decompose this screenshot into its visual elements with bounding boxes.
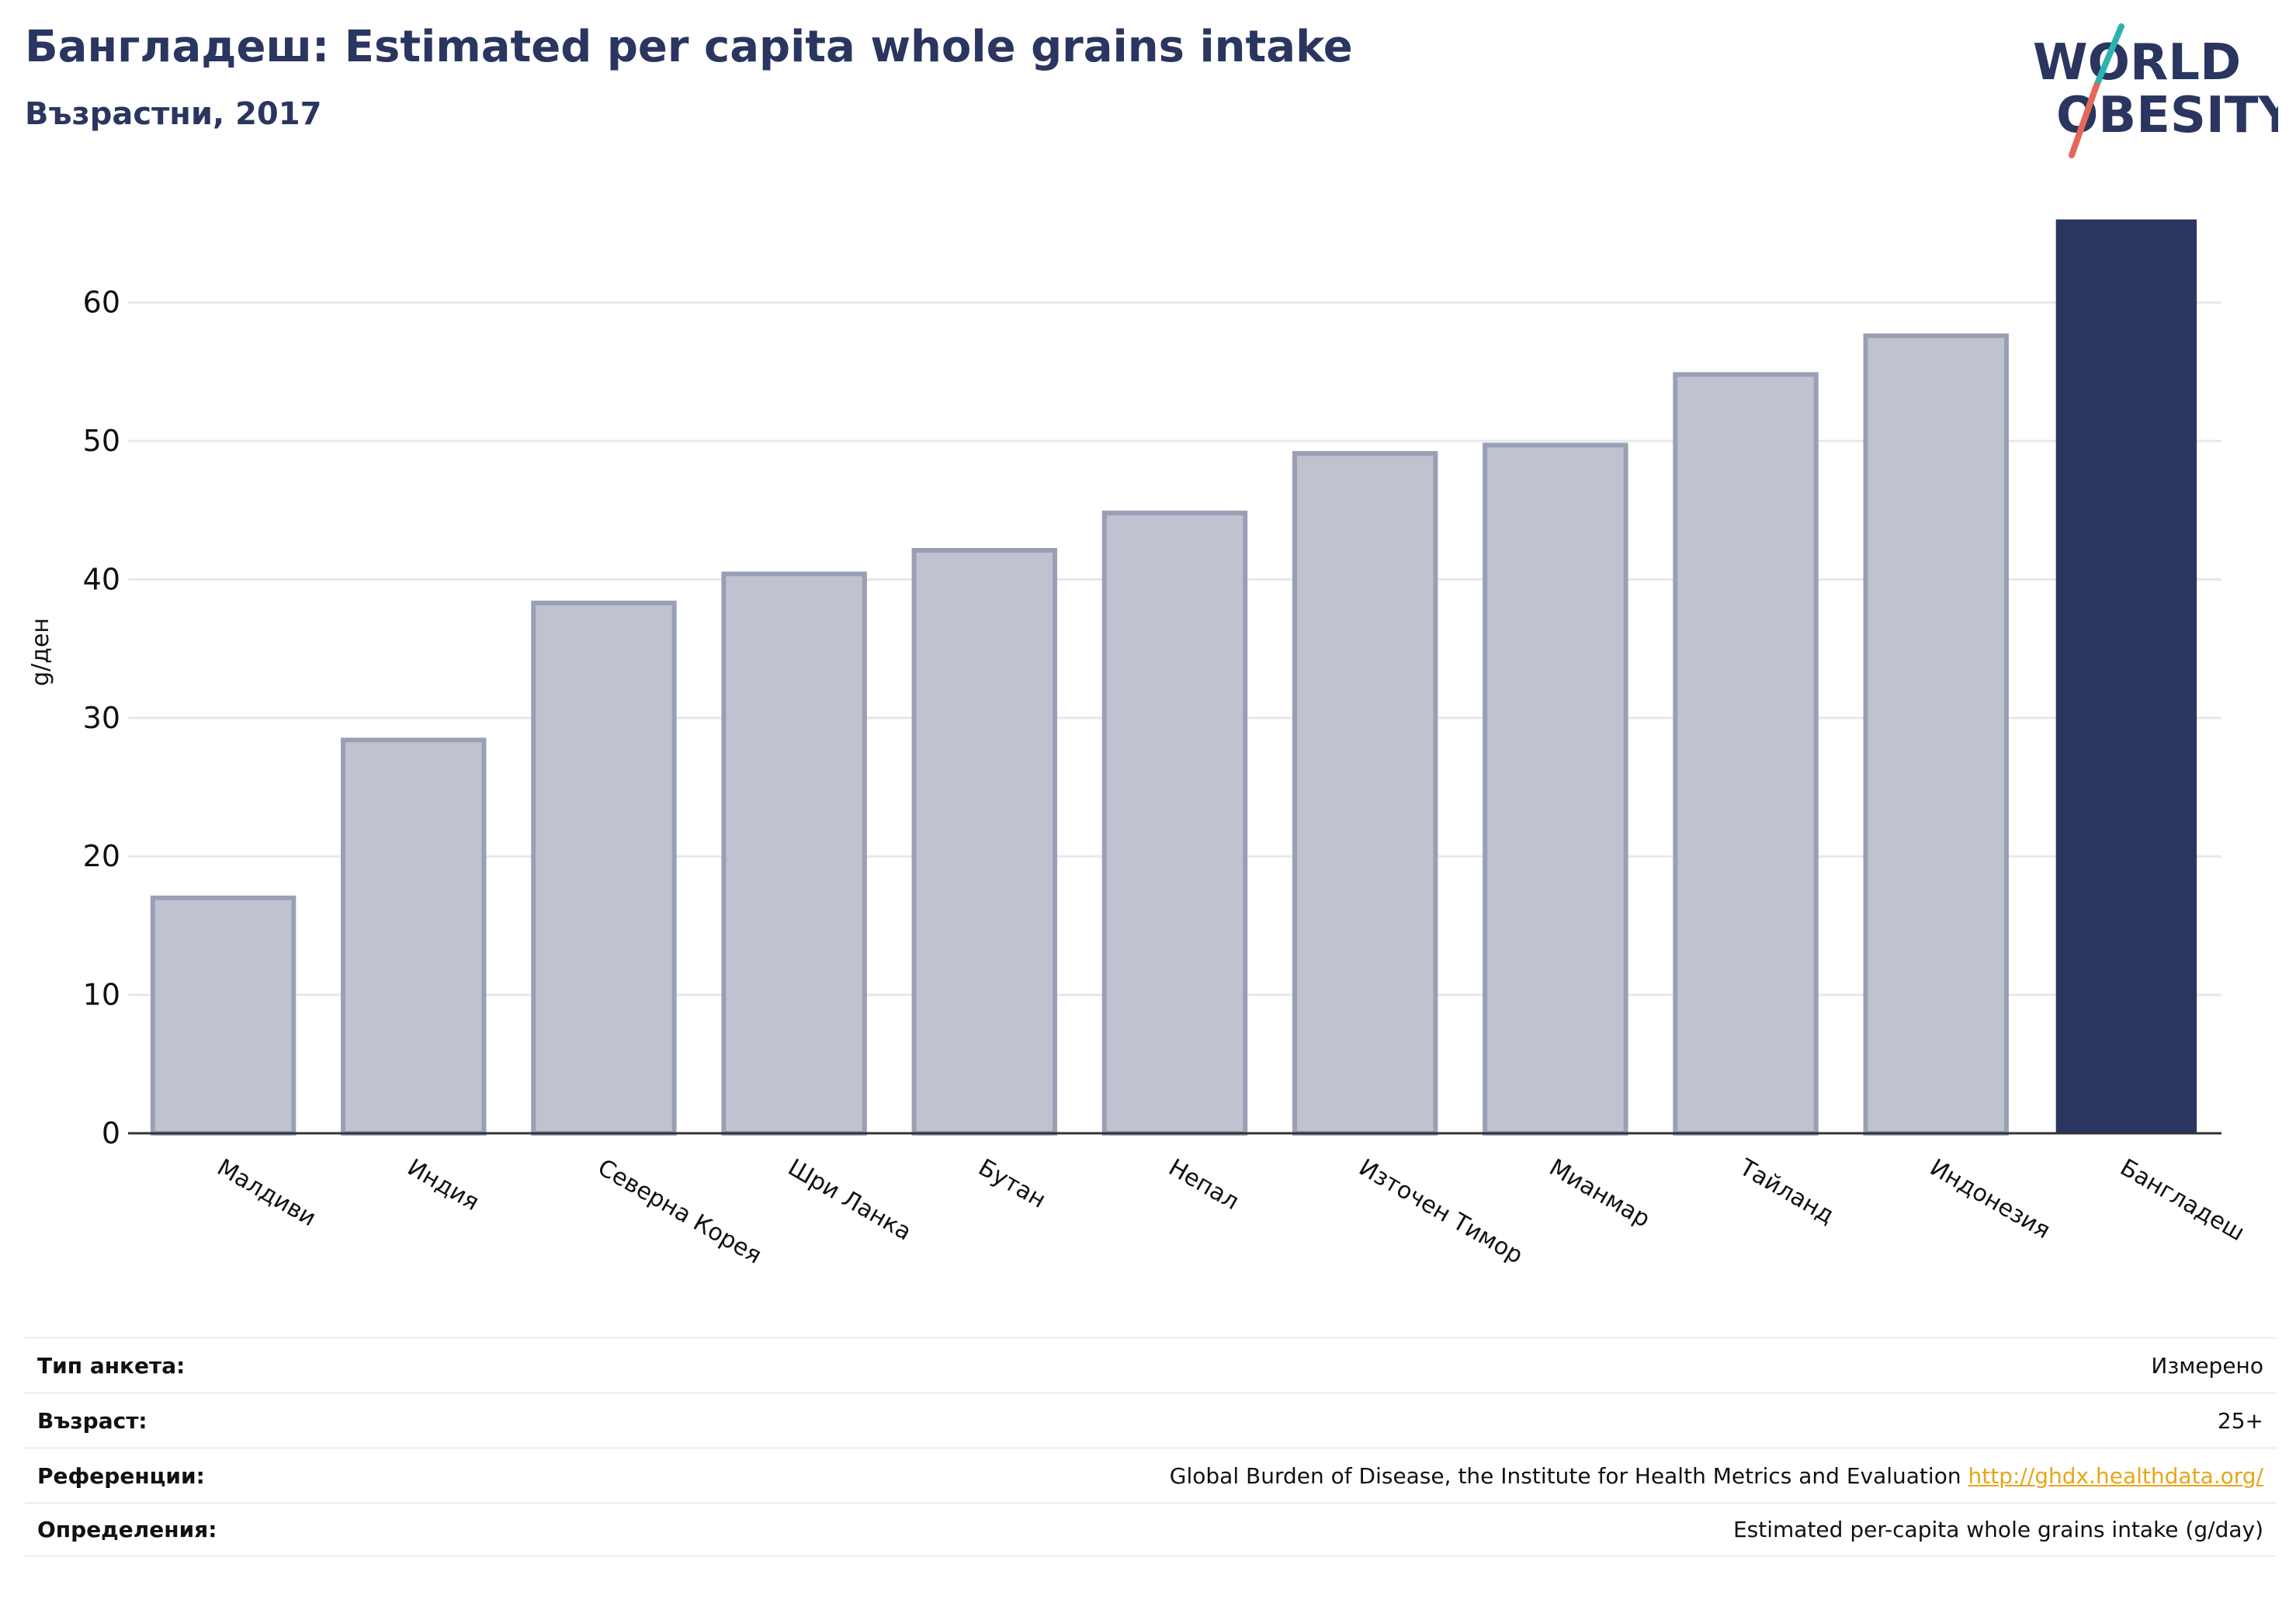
info-value: 25+ (2218, 1408, 2263, 1434)
info-row: Възраст: 25+ (25, 1392, 2276, 1447)
info-value: Estimated per-capita whole grains intake… (1733, 1517, 2263, 1542)
bar-8 (1483, 442, 1628, 1136)
y-axis-ticks: 0 10 20 30 40 50 60 (83, 286, 120, 1150)
bar-11 (2055, 219, 2197, 1133)
x-tick-label: Източен Тимор (1354, 1154, 1528, 1270)
world-obesity-logo: WORLD OBESITY (2033, 23, 2278, 158)
x-axis-labels: Малдиви Индия Северна Корея Шри Ланка Бутан Н… (213, 1153, 2249, 1270)
info-value-text: Global Burden of Disease, the Institute … (1169, 1462, 1961, 1489)
info-value: Global Burden of Disease, the Institute … (1170, 1463, 2263, 1489)
y-tick-label: 30 (83, 701, 120, 735)
y-axis-label: g/ден (27, 618, 54, 686)
x-tick-label: Тайланд (1734, 1153, 1839, 1230)
y-tick-label: 20 (83, 839, 120, 873)
x-tick-label: Индия (403, 1154, 484, 1216)
bars (150, 219, 2197, 1136)
bar-2 (341, 737, 487, 1136)
x-tick-label: Бутан (973, 1154, 1050, 1214)
reference-link[interactable]: http://ghdx.healthdata.org/ (1968, 1462, 2263, 1489)
bar-10 (1863, 333, 2009, 1136)
x-tick-label: Малдиви (213, 1154, 321, 1233)
info-label: Възраст: (37, 1407, 147, 1434)
bar-1 (150, 895, 297, 1136)
x-tick-label: Шри Ланка (783, 1154, 916, 1247)
info-label: Тип анкета: (37, 1352, 186, 1379)
info-row: Определения: Estimated per-capita whole g… (25, 1502, 2276, 1557)
info-value-text: Estimated per-capita whole grains intake… (1732, 1517, 2263, 1542)
info-value: Измерено (2151, 1353, 2263, 1379)
chart-title: Бангладеш: Estimated per capita whole gr… (25, 22, 1353, 72)
y-tick-label: 60 (83, 286, 120, 320)
bar-9 (1673, 372, 1819, 1136)
logo-slash-bottom (2069, 82, 2100, 158)
y-tick-label: 40 (83, 562, 120, 596)
info-table: Тип анкета: Измерено Възраст: 25+ Референции… (25, 1337, 2276, 1557)
logo-line-1: WORLD (2033, 34, 2241, 92)
bar-chart: 0 10 20 30 40 50 60 Малдиви Индия Северна Корея Ш… (27, 219, 2249, 1270)
bar-3 (531, 600, 677, 1136)
info-label: Референции: (37, 1462, 205, 1489)
y-tick-label: 0 (102, 1116, 120, 1150)
info-row: Референции: Global Burden of Disease, the… (25, 1447, 2276, 1502)
x-tick-label: Мианмар (1545, 1154, 1655, 1233)
logo-slash-top (2093, 23, 2124, 88)
info-label: Определения: (37, 1517, 217, 1542)
info-value-text: Измерено (2151, 1352, 2263, 1379)
info-row: Тип анкета: Измерено (25, 1337, 2276, 1392)
bar-6 (1101, 510, 1248, 1136)
x-tick-label: Бангладеш (2115, 1154, 2249, 1247)
x-tick-label: Северна Корея (593, 1154, 766, 1270)
y-tick-label: 10 (83, 978, 120, 1012)
x-tick-label: Индонезия (1925, 1154, 2055, 1245)
bar-4 (721, 571, 867, 1136)
y-tick-label: 50 (83, 424, 120, 458)
info-value-text: 25+ (2217, 1407, 2263, 1434)
chart-subtitle: Възрастни, 2017 (25, 96, 322, 132)
x-tick-label: Непал (1164, 1154, 1244, 1216)
bar-5 (911, 548, 1058, 1136)
bar-7 (1292, 451, 1438, 1136)
